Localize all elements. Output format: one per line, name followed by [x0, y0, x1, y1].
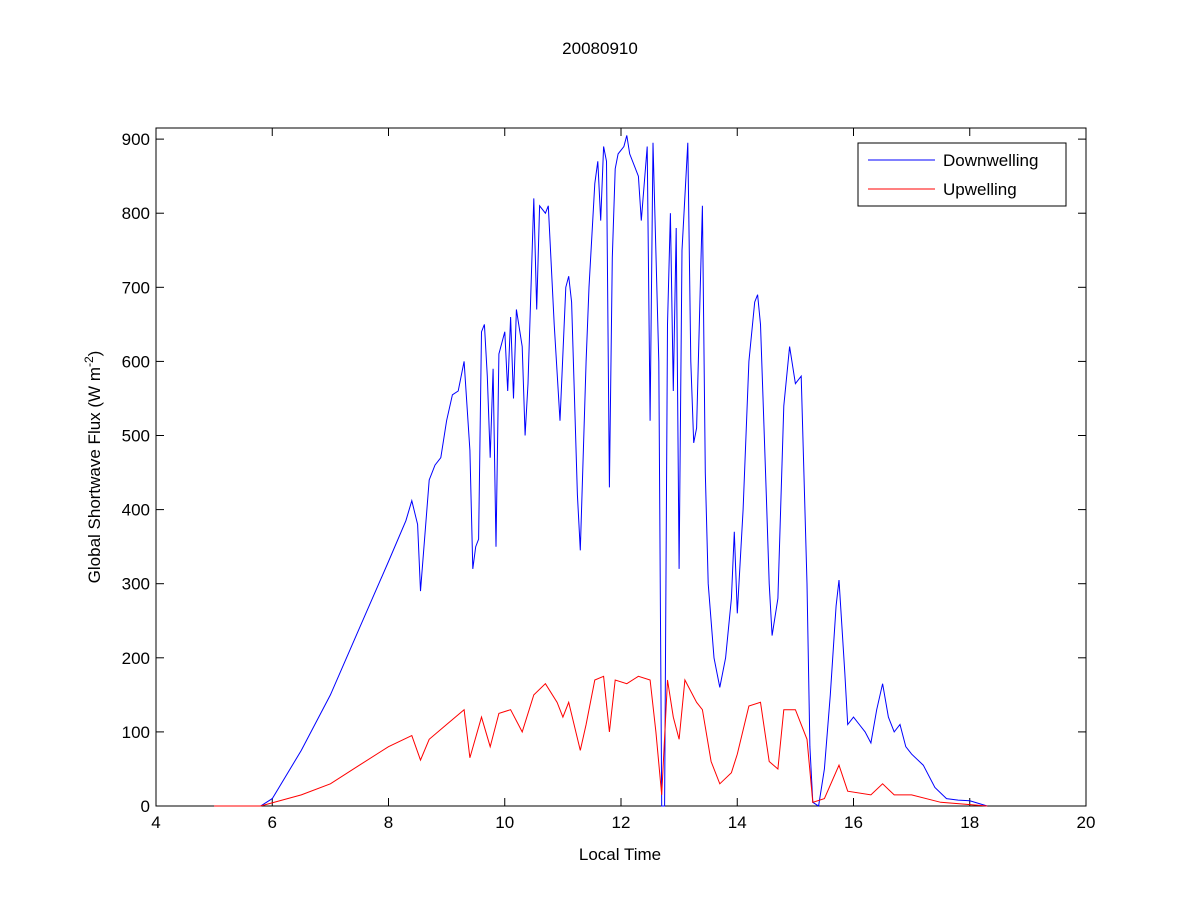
y-axis-label-main: Global Shortwave Flux (W m — [85, 367, 104, 583]
y-tick-label: 200 — [122, 649, 150, 668]
y-tick-label: 900 — [122, 130, 150, 149]
x-tick-label: 4 — [151, 813, 160, 832]
legend-label-upwelling: Upwelling — [943, 180, 1017, 199]
y-tick-label: 0 — [141, 797, 150, 816]
x-tick-label: 6 — [268, 813, 277, 832]
plot-area — [155, 127, 1087, 807]
x-tick-label: 8 — [384, 813, 393, 832]
x-tick-label: 10 — [495, 813, 514, 832]
x-tick-label: 12 — [612, 813, 631, 832]
y-tick-label: 400 — [122, 501, 150, 520]
y-tick-label: 700 — [122, 278, 150, 297]
x-tick-label: 18 — [960, 813, 979, 832]
legend: Downwelling Upwelling — [857, 142, 1067, 207]
series-line-downwelling — [214, 135, 988, 807]
y-axis-label-close: ) — [85, 351, 104, 357]
x-tick-label: 14 — [728, 813, 747, 832]
x-axis-label: Local Time — [579, 845, 661, 864]
legend-label-downwelling: Downwelling — [943, 151, 1038, 170]
y-tick-label: 600 — [122, 352, 150, 371]
y-tick-label: 800 — [122, 204, 150, 223]
y-tick-label: 500 — [122, 427, 150, 446]
x-tick-label: 16 — [844, 813, 863, 832]
x-tick-label: 20 — [1077, 813, 1096, 832]
y-tick-label: 300 — [122, 575, 150, 594]
y-tick-label: 100 — [122, 723, 150, 742]
series-line-upwelling — [214, 675, 988, 807]
y-axis-label-sup: -2 — [82, 356, 96, 367]
chart-title: 20080910 — [562, 39, 638, 58]
y-axis-label: Global Shortwave Flux (W m-2) — [82, 351, 104, 584]
legend-box — [857, 142, 1067, 207]
